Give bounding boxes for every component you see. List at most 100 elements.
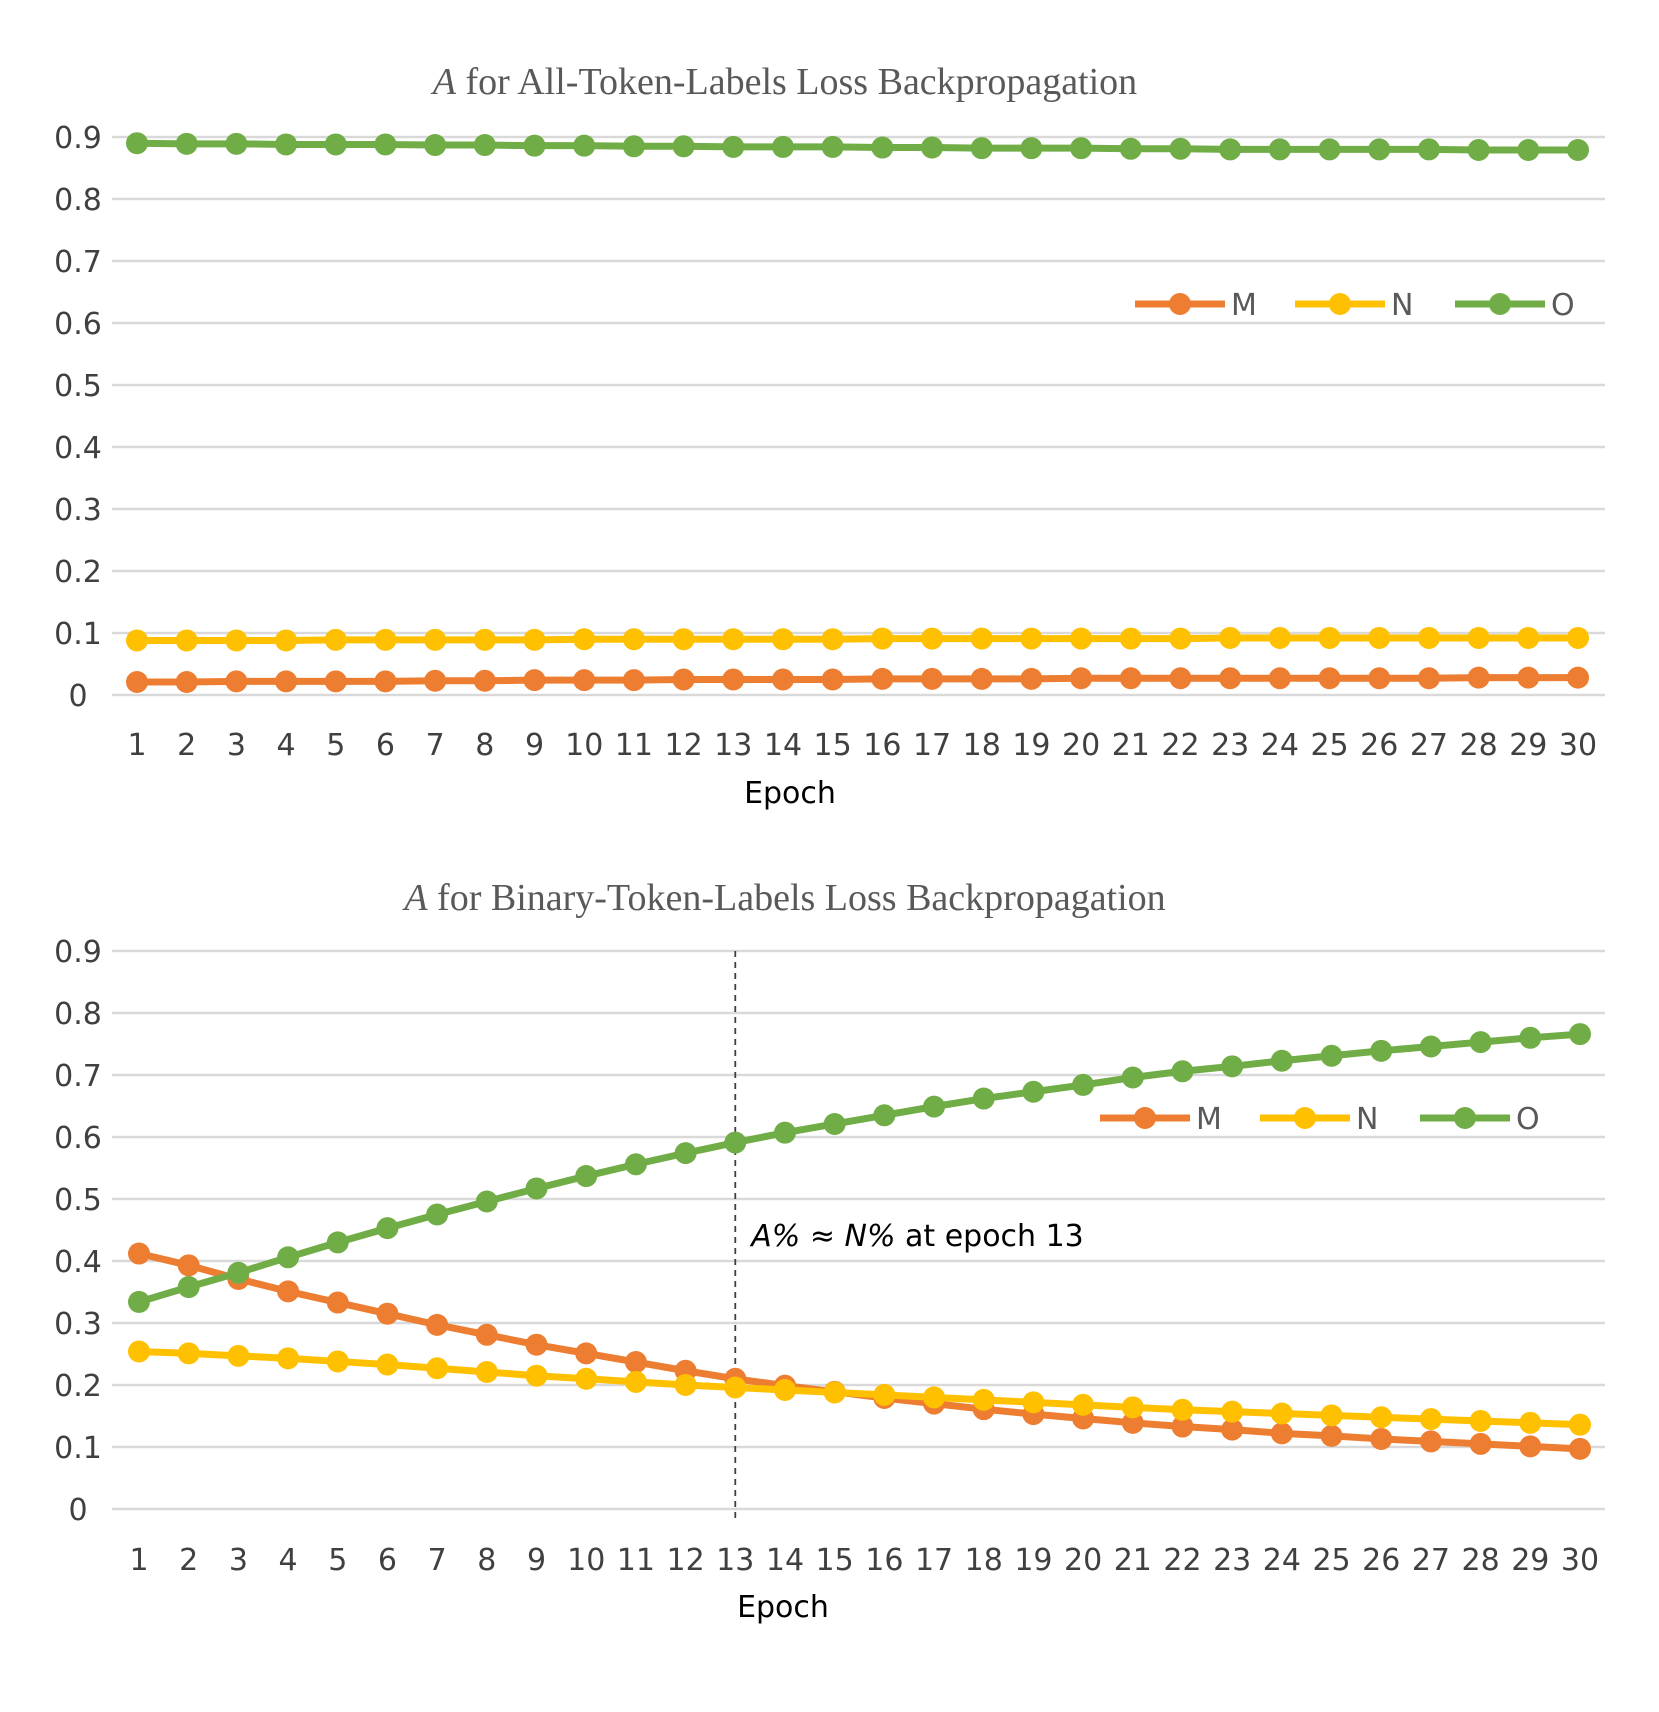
data-point-N xyxy=(1022,1391,1045,1414)
data-point-N xyxy=(1219,626,1242,649)
x-tick-label: 24 xyxy=(1263,1543,1301,1578)
data-point-O xyxy=(622,135,645,158)
data-point-N xyxy=(1417,626,1440,649)
x-tick-label: 6 xyxy=(376,728,395,763)
data-point-N xyxy=(1119,627,1142,650)
y-tick-label: 0.3 xyxy=(54,493,102,528)
data-point-M xyxy=(1368,667,1391,690)
y-tick-label: 0.2 xyxy=(54,555,102,590)
data-point-N xyxy=(1467,626,1490,649)
x-tick-label: 1 xyxy=(129,1543,148,1578)
data-point-O xyxy=(773,1121,796,1144)
data-point-M xyxy=(821,668,844,691)
data-point-O xyxy=(1320,1044,1343,1067)
data-point-M xyxy=(1517,666,1540,689)
x-tick-label: 5 xyxy=(326,728,345,763)
data-point-M xyxy=(1318,667,1341,690)
legend-swatch-marker xyxy=(1489,293,1511,315)
data-point-M xyxy=(573,669,596,692)
data-point-M xyxy=(1219,667,1242,690)
data-point-M xyxy=(1221,1418,1244,1441)
series-line-O xyxy=(136,139,1578,154)
data-point-O xyxy=(525,1177,548,1200)
data-point-N xyxy=(1020,627,1043,650)
data-point-O xyxy=(970,137,993,160)
data-point-M xyxy=(475,1323,498,1346)
data-point-O xyxy=(972,1087,995,1110)
data-point-O xyxy=(128,1290,150,1313)
legend-item-M: M xyxy=(1100,1102,1222,1137)
x-tick-label: 23 xyxy=(1211,728,1249,763)
y-tick-label: 0.2 xyxy=(54,1369,102,1404)
x-tick-label: 5 xyxy=(328,1543,347,1578)
chart-title: A for All-Token-Labels Loss Backpropagat… xyxy=(430,61,1137,103)
chart-binary-token-labels: A for Binary-Token-Labels Loss Backpropa… xyxy=(54,877,1605,1625)
title-text: for All-Token-Labels Loss Backpropagatio… xyxy=(456,61,1137,103)
data-point-O xyxy=(1121,1066,1144,1089)
data-point-N xyxy=(1171,1398,1194,1421)
data-point-M xyxy=(473,669,496,692)
chart-title: A for Binary-Token-Labels Loss Backpropa… xyxy=(401,877,1165,919)
y-tick-label: 0.9 xyxy=(54,121,102,156)
data-point-O xyxy=(722,135,745,158)
data-point-O xyxy=(923,1095,946,1118)
gridlines xyxy=(112,949,1605,1511)
data-point-N xyxy=(225,629,248,652)
data-point-M xyxy=(1567,666,1589,689)
data-point-M xyxy=(1171,1415,1194,1438)
data-point-O xyxy=(1368,138,1391,161)
data-point-M xyxy=(921,667,944,690)
data-point-M xyxy=(575,1342,598,1365)
chart-all-token-labels: A for All-Token-Labels Loss Backpropagat… xyxy=(54,61,1605,811)
data-point-M xyxy=(624,1351,647,1374)
data-point-O xyxy=(1072,1073,1095,1096)
data-point-M xyxy=(523,669,546,692)
x-tick-label: 14 xyxy=(764,728,802,763)
data-point-N xyxy=(921,627,944,650)
data-point-N xyxy=(1569,1413,1591,1436)
data-point-O xyxy=(1171,1060,1194,1083)
data-point-O xyxy=(277,1246,300,1269)
data-point-M xyxy=(1569,1437,1591,1460)
legend: M N O xyxy=(1135,288,1575,323)
y-tick-label: 0.9 xyxy=(54,935,102,970)
data-point-N xyxy=(622,628,645,651)
data-point-N xyxy=(1121,1396,1144,1419)
data-point-N xyxy=(674,1374,697,1396)
x-tick-label: 25 xyxy=(1310,728,1348,763)
x-tick-label: 13 xyxy=(716,1543,754,1578)
data-point-N xyxy=(624,1370,647,1393)
data-point-O xyxy=(1467,139,1490,162)
x-tick-label: 16 xyxy=(865,1543,903,1578)
y-tick-label: 0.6 xyxy=(54,307,102,342)
x-tick-label: 18 xyxy=(963,728,1001,763)
gridlines xyxy=(112,135,1605,697)
x-tick-label: 29 xyxy=(1509,728,1547,763)
data-point-N xyxy=(1221,1400,1244,1423)
x-tick-label: 17 xyxy=(915,1543,953,1578)
data-point-O xyxy=(326,1231,349,1254)
y-tick-label: 0.4 xyxy=(54,431,102,466)
y-tick-label: 0.1 xyxy=(54,617,102,652)
data-point-O xyxy=(674,1142,697,1165)
legend-swatch-marker xyxy=(1169,293,1191,315)
data-point-N xyxy=(871,627,894,650)
data-point-N xyxy=(175,629,198,652)
data-point-M xyxy=(1417,667,1440,690)
x-tick-label: 21 xyxy=(1112,728,1150,763)
y-axis-ticks: 0 0.1 0.2 0.3 0.4 0.5 0.6 0.7 0.8 0.9 xyxy=(54,121,102,714)
legend-label: M xyxy=(1231,288,1257,323)
data-point-N xyxy=(972,1388,995,1411)
y-tick-label: 0.8 xyxy=(54,997,102,1032)
data-point-O xyxy=(426,1203,449,1226)
data-point-N xyxy=(575,1367,598,1390)
x-axis-ticks: 1 2 3 4 5 6 7 8 9 10 11 12 13 14 15 16 17 18 19 20 21 22 23 24 2… xyxy=(127,728,1597,763)
data-point-M xyxy=(1270,1422,1293,1445)
data-point-O xyxy=(821,135,844,158)
x-tick-label: 10 xyxy=(567,1543,605,1578)
data-point-N xyxy=(374,628,397,651)
x-tick-label: 1 xyxy=(127,728,146,763)
data-point-O xyxy=(473,134,496,157)
data-point-N xyxy=(970,627,993,650)
data-point-O xyxy=(126,132,148,155)
